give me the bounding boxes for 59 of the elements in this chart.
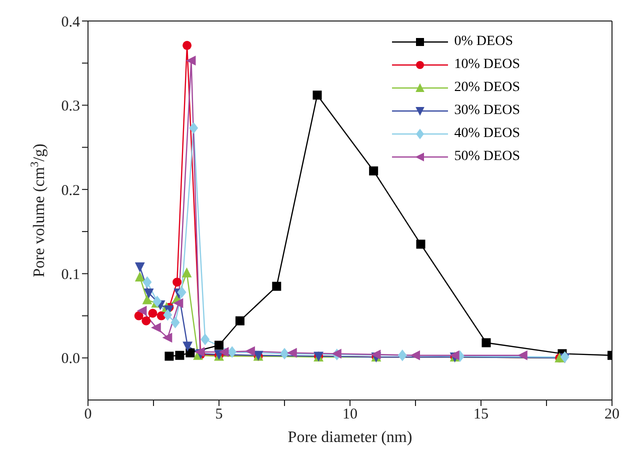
x-tick-label: 20 — [604, 406, 620, 423]
x-tick-label: 5 — [215, 406, 223, 423]
point — [144, 288, 154, 298]
point — [177, 286, 186, 298]
point — [134, 311, 144, 320]
x-tick-label: 0 — [84, 406, 92, 423]
point — [182, 342, 193, 352]
x-tick-label: 10 — [342, 406, 358, 423]
y-tick-label: 0.2 — [61, 182, 80, 199]
legend-label: 20% DEOS — [454, 80, 520, 96]
point — [186, 56, 196, 66]
point — [272, 282, 282, 291]
x-axis-title: Pore diameter (nm) — [288, 429, 412, 446]
point — [245, 346, 255, 356]
legend-label: 0% DEOS — [454, 34, 513, 50]
point — [142, 294, 152, 304]
point — [134, 262, 145, 272]
point — [162, 332, 172, 343]
point — [200, 334, 210, 346]
point — [280, 348, 289, 360]
point — [482, 338, 491, 348]
point — [312, 90, 322, 100]
point — [142, 276, 152, 288]
point — [235, 316, 244, 326]
point — [142, 316, 151, 326]
point — [228, 346, 237, 358]
point — [398, 350, 407, 362]
legend-label: 10% DEOS — [454, 56, 520, 72]
legend-label: 40% DEOS — [454, 126, 520, 142]
y-tick-label: 0.1 — [61, 266, 80, 283]
point — [164, 352, 174, 361]
x-tick-label: 15 — [474, 406, 488, 423]
point — [173, 298, 184, 308]
point — [170, 316, 180, 328]
point — [175, 350, 184, 360]
y-tick-label: 0.0 — [61, 351, 80, 368]
point — [416, 240, 426, 249]
point — [172, 278, 182, 287]
point — [518, 350, 528, 360]
point — [286, 348, 297, 358]
point — [182, 267, 192, 278]
point — [214, 340, 224, 350]
point — [218, 347, 229, 357]
point — [369, 166, 378, 176]
point — [134, 272, 145, 282]
y-tick-label: 0.3 — [61, 98, 80, 115]
point — [182, 40, 192, 50]
point — [189, 122, 198, 134]
point — [148, 308, 158, 318]
point — [163, 309, 172, 321]
y-tick-label: 0.4 — [61, 14, 80, 30]
point — [410, 350, 420, 360]
legend-label: 30% DEOS — [454, 102, 520, 118]
point — [194, 347, 205, 357]
point — [370, 350, 381, 360]
point — [136, 306, 147, 316]
legend-label: 50% DEOS — [454, 148, 520, 164]
point — [150, 322, 161, 333]
point — [186, 348, 195, 358]
